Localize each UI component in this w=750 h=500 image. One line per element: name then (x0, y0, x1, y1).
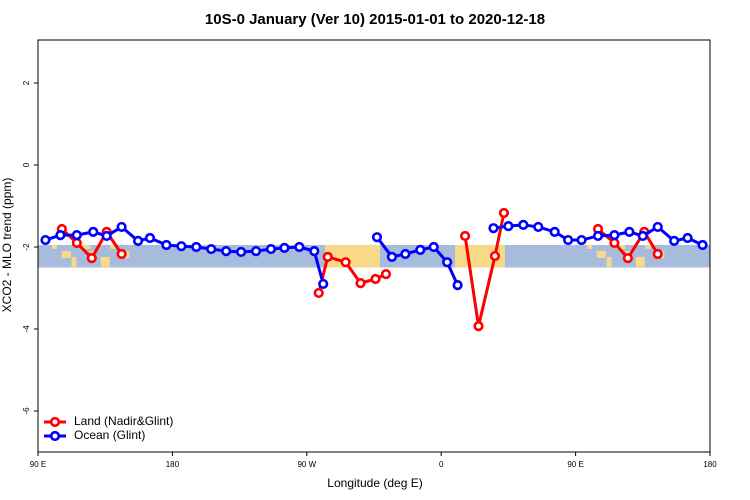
point (309, 246, 320, 257)
land-shape (325, 244, 380, 268)
point (637, 230, 648, 242)
y-axis-label: XCO2 - MLO trend (ppm) (0, 178, 14, 313)
point (609, 237, 620, 249)
x-tick-label: 0 (439, 460, 444, 469)
point (400, 248, 411, 260)
point (279, 242, 290, 253)
x-axis-label: Longitude (deg E) (327, 476, 422, 490)
point (576, 234, 587, 246)
point (144, 232, 156, 244)
point (318, 278, 329, 290)
point (371, 232, 383, 243)
point (40, 234, 51, 246)
point (669, 235, 680, 246)
point (355, 278, 366, 289)
land-shape (61, 250, 71, 258)
legend-marker (49, 430, 61, 442)
legend-marker (49, 416, 61, 428)
point (191, 241, 202, 253)
land-shape (110, 244, 116, 249)
point (697, 239, 708, 251)
point (86, 252, 97, 264)
point (452, 280, 463, 291)
point (340, 257, 351, 268)
point (265, 243, 277, 255)
point (71, 237, 82, 249)
point (206, 243, 217, 255)
point (459, 230, 471, 242)
point (549, 226, 560, 237)
point (442, 257, 453, 268)
land-shape (71, 256, 77, 267)
y-tick-label: -4 (22, 325, 31, 333)
point (250, 246, 262, 257)
point (652, 248, 663, 260)
point (609, 230, 620, 241)
point (380, 268, 392, 280)
land-shape (645, 244, 651, 249)
plot-frame (37, 39, 711, 453)
point (88, 226, 99, 237)
point (624, 226, 635, 237)
point (563, 234, 574, 246)
point (415, 244, 426, 255)
point (322, 251, 333, 262)
point (294, 241, 305, 253)
point (55, 230, 66, 241)
point (176, 241, 187, 252)
point (489, 250, 501, 262)
point (116, 248, 127, 260)
y-tick-label: -2 (22, 243, 31, 251)
point (370, 273, 381, 285)
point (622, 252, 633, 264)
x-tick-label: 90 W (297, 460, 316, 469)
land-shape (52, 244, 57, 249)
land-shape (606, 256, 612, 267)
point (428, 241, 439, 253)
land-shape (100, 256, 110, 267)
point (313, 287, 324, 299)
point (116, 221, 127, 233)
chart-title: 10S-0 January (Ver 10) 2015-01-01 to 202… (205, 11, 545, 28)
point (488, 223, 499, 234)
point (652, 221, 663, 233)
land-shape (587, 244, 592, 249)
point (132, 235, 144, 246)
point (101, 230, 112, 242)
point (518, 219, 529, 230)
land-shape (596, 250, 606, 258)
point (235, 246, 247, 258)
point (533, 221, 544, 233)
x-tick-label: 180 (703, 460, 717, 469)
land-shape (616, 244, 626, 249)
point (503, 221, 514, 232)
point (161, 239, 172, 251)
point (473, 321, 484, 332)
y-tick-label: -6 (22, 407, 31, 415)
land-shape (635, 256, 645, 267)
point (386, 251, 398, 262)
y-tick-label: 0 (22, 162, 31, 167)
legend-label: Land (Nadir&Glint) (74, 414, 173, 428)
x-tick-label: 90 E (567, 460, 583, 469)
point (498, 207, 510, 219)
land-shape (81, 244, 91, 249)
point (592, 230, 604, 242)
x-tick-label: 90 E (30, 460, 46, 469)
point (682, 232, 693, 244)
point (71, 230, 82, 241)
point (221, 246, 232, 257)
x-tick-label: 180 (166, 460, 180, 469)
y-tick-label: 2 (22, 80, 31, 85)
legend-label: Ocean (Glint) (74, 428, 145, 442)
series-line (60, 212, 660, 327)
